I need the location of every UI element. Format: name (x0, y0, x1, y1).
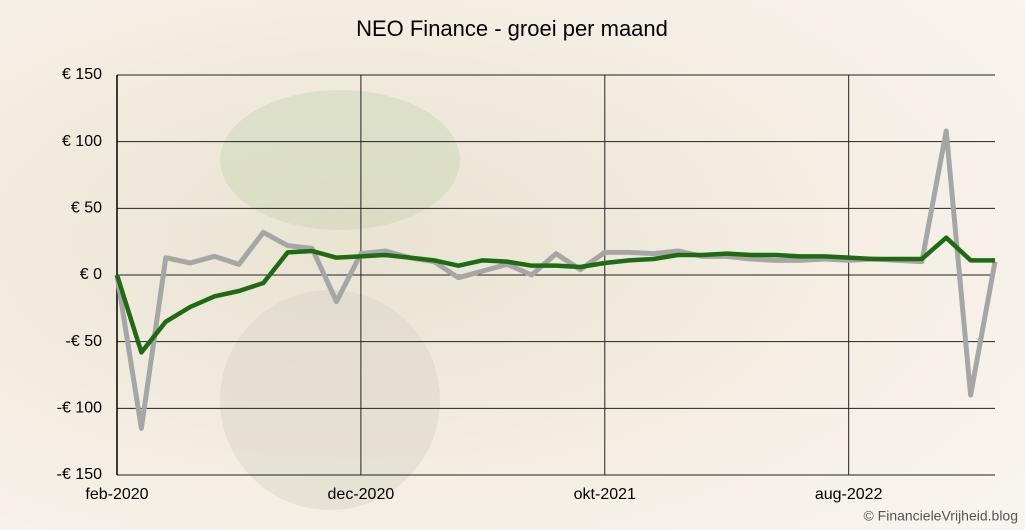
x-tick-label: okt-2021 (574, 486, 636, 503)
credit: © FinancieleVrijheid.blog (863, 508, 1018, 524)
y-tick-label: € 100 (62, 133, 102, 150)
x-tick-label: dec-2020 (328, 486, 395, 503)
y-tick-label: -€ 50 (66, 333, 103, 350)
y-tick-label: -€ 100 (57, 400, 102, 417)
line-series (114, 235, 995, 355)
x-tick-label: aug-2022 (815, 486, 883, 503)
x-tick-label: feb-2020 (85, 486, 148, 503)
y-tick-label: -€ 150 (57, 466, 102, 483)
y-tick-label: € 150 (62, 66, 102, 83)
chart-title: NEO Finance - groei per maand (356, 16, 668, 41)
y-tick-label: € 50 (71, 200, 102, 217)
y-tick-label: € 0 (80, 266, 102, 283)
background-jar (220, 290, 440, 510)
background-leaves (220, 90, 460, 230)
line-series (114, 128, 998, 431)
